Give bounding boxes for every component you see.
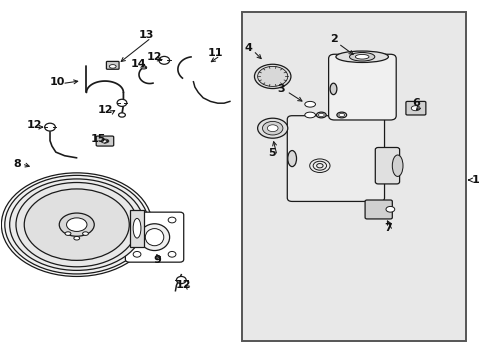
Ellipse shape bbox=[355, 54, 368, 59]
Ellipse shape bbox=[304, 102, 315, 107]
Ellipse shape bbox=[82, 232, 88, 235]
Text: 12: 12 bbox=[146, 52, 162, 62]
Ellipse shape bbox=[141, 66, 146, 69]
Text: 13: 13 bbox=[138, 30, 154, 40]
Ellipse shape bbox=[267, 125, 278, 132]
FancyBboxPatch shape bbox=[374, 148, 399, 184]
Text: 1: 1 bbox=[470, 175, 478, 185]
Ellipse shape bbox=[338, 113, 344, 117]
Ellipse shape bbox=[16, 183, 137, 267]
Circle shape bbox=[44, 123, 55, 131]
Ellipse shape bbox=[118, 113, 125, 117]
Circle shape bbox=[159, 57, 169, 64]
Text: 12: 12 bbox=[176, 280, 191, 291]
Ellipse shape bbox=[74, 237, 80, 240]
Ellipse shape bbox=[59, 213, 94, 236]
Text: 12: 12 bbox=[98, 105, 113, 115]
Ellipse shape bbox=[318, 113, 324, 117]
Text: 3: 3 bbox=[277, 84, 284, 94]
Text: 11: 11 bbox=[207, 48, 223, 58]
Circle shape bbox=[117, 99, 126, 107]
Ellipse shape bbox=[145, 229, 163, 246]
Ellipse shape bbox=[139, 224, 169, 251]
Circle shape bbox=[168, 217, 176, 223]
Ellipse shape bbox=[66, 218, 87, 231]
Text: 5: 5 bbox=[268, 148, 275, 158]
Ellipse shape bbox=[385, 206, 394, 212]
FancyBboxPatch shape bbox=[96, 136, 114, 146]
FancyBboxPatch shape bbox=[106, 62, 119, 69]
Ellipse shape bbox=[257, 66, 287, 86]
Circle shape bbox=[133, 217, 141, 223]
Ellipse shape bbox=[287, 150, 296, 167]
Circle shape bbox=[176, 276, 186, 284]
Text: 6: 6 bbox=[411, 98, 419, 108]
Ellipse shape bbox=[336, 112, 346, 118]
Ellipse shape bbox=[101, 139, 109, 143]
Text: 9: 9 bbox=[153, 255, 161, 265]
Ellipse shape bbox=[5, 175, 148, 274]
Text: 15: 15 bbox=[91, 134, 106, 144]
Ellipse shape bbox=[335, 51, 387, 63]
Ellipse shape bbox=[133, 219, 141, 238]
Ellipse shape bbox=[329, 83, 336, 95]
Ellipse shape bbox=[410, 106, 419, 111]
Ellipse shape bbox=[10, 179, 143, 270]
FancyBboxPatch shape bbox=[287, 116, 384, 202]
Ellipse shape bbox=[262, 121, 283, 135]
Text: 4: 4 bbox=[244, 43, 252, 53]
Bar bbox=[130, 210, 143, 247]
Text: 7: 7 bbox=[383, 223, 391, 233]
Ellipse shape bbox=[391, 155, 402, 176]
Text: 2: 2 bbox=[330, 34, 338, 44]
FancyBboxPatch shape bbox=[328, 54, 395, 120]
Ellipse shape bbox=[109, 64, 116, 68]
FancyBboxPatch shape bbox=[125, 212, 183, 262]
Circle shape bbox=[168, 251, 176, 257]
Ellipse shape bbox=[304, 112, 315, 118]
Ellipse shape bbox=[24, 189, 129, 260]
Ellipse shape bbox=[316, 112, 325, 118]
Circle shape bbox=[133, 251, 141, 257]
Ellipse shape bbox=[254, 64, 290, 89]
Ellipse shape bbox=[65, 232, 71, 235]
Text: 12: 12 bbox=[27, 120, 42, 130]
Ellipse shape bbox=[349, 53, 374, 61]
FancyBboxPatch shape bbox=[365, 200, 391, 219]
Text: 14: 14 bbox=[130, 59, 146, 69]
Text: 8: 8 bbox=[13, 159, 21, 169]
Ellipse shape bbox=[1, 173, 152, 276]
FancyBboxPatch shape bbox=[405, 102, 425, 115]
Bar bbox=[242, 12, 465, 341]
Text: 10: 10 bbox=[49, 77, 65, 87]
Ellipse shape bbox=[257, 118, 287, 138]
